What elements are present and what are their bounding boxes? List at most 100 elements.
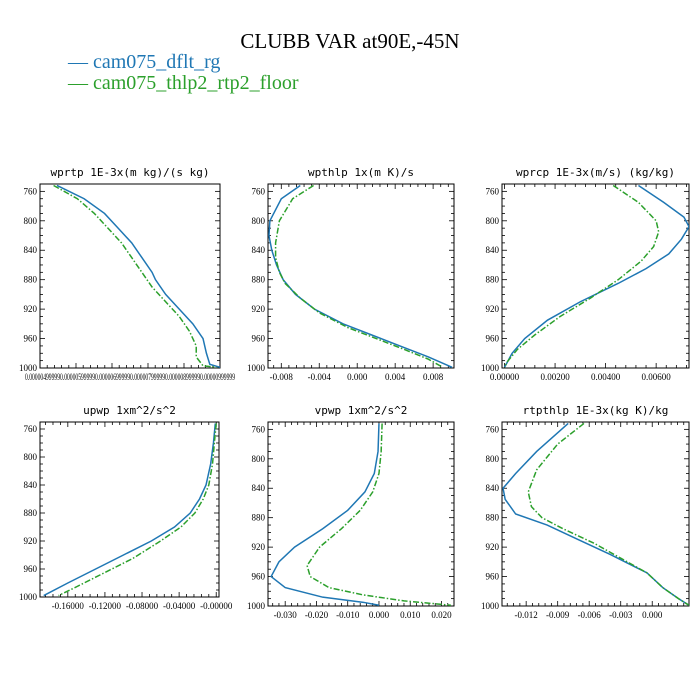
legend-label-1: cam075_dflt_rg: [93, 51, 220, 73]
y-tick-label: 760: [252, 186, 266, 196]
series-line-thlp2-rtp2-floor: [527, 422, 689, 606]
series-line-thlp2-rtp2-floor: [274, 184, 443, 368]
x-tick-label: 0.000: [642, 610, 663, 620]
y-tick-label: 760: [252, 424, 266, 434]
x-tick-label: 0.008: [423, 372, 444, 382]
series-line-thlp2-rtp2-floor: [503, 184, 660, 368]
y-tick-label: 960: [24, 334, 38, 344]
x-tick-label: 0.000: [369, 610, 390, 620]
x-tick-label: 0.004: [385, 372, 406, 382]
y-tick-label: 880: [24, 508, 38, 518]
panel-5: vpwp 1xm^2/s^2 760 800 840 880 920 960 1000 -0.0…: [247, 404, 455, 620]
y-tick-label: 920: [24, 304, 38, 314]
panel-title: wprtp 1E-3x(m kg)/(s kg): [51, 166, 210, 179]
y-tick-label: 880: [486, 513, 500, 523]
y-tick-label: 840: [486, 245, 500, 255]
y-tick-label: 840: [252, 245, 266, 255]
panel-6: rtpthlp 1E-3x(kg K)/kg 760 800 840 880 920 960…: [481, 404, 690, 620]
y-tick-label: 960: [252, 334, 266, 344]
panel-2: wpthlp 1x(m K)/s 760 800 840 880 920 960 1000 -0…: [247, 166, 455, 382]
x-tick-label: -0.012: [515, 610, 538, 620]
panel-title: wprcp 1E-3x(m/s) (kg/kg): [516, 166, 675, 179]
y-tick-label: 800: [486, 216, 500, 226]
x-tick-label: 0.020: [431, 610, 452, 620]
panels: wprtp 1E-3x(m kg)/(s kg) 760 800 840 880 920 9…: [19, 166, 690, 620]
x-tick-label: -0.12000: [89, 601, 122, 611]
panel-title: rtpthlp 1E-3x(kg K)/kg: [523, 404, 669, 417]
panel-title: upwp 1xm^2/s^2: [83, 404, 176, 417]
y-tick-label: 920: [252, 304, 266, 314]
x-tick-label: 0.00200: [540, 372, 570, 382]
x-tick-label: 0.000: [347, 372, 368, 382]
y-tick-label: 880: [252, 513, 266, 523]
plot-frame: [501, 421, 690, 607]
panel-title: wpthlp 1x(m K)/s: [308, 166, 414, 179]
y-tick-label: 1000: [481, 363, 500, 373]
y-tick-label: 840: [486, 483, 500, 493]
y-tick-label: 760: [486, 186, 500, 196]
y-tick-label: 800: [24, 216, 38, 226]
series-line-dflt-rg: [503, 184, 689, 368]
y-tick-label: 920: [252, 542, 266, 552]
y-tick-label: 960: [252, 572, 266, 582]
y-tick-label: 880: [24, 275, 38, 285]
panel-3: wprcp 1E-3x(m/s) (kg/kg) 760 800 840 880 920 9…: [481, 166, 690, 382]
x-tick-label: -0.08000: [126, 601, 159, 611]
x-tick-label: -0.009: [546, 610, 570, 620]
legend-label-2: cam075_thlp2_rtp2_floor: [93, 72, 299, 94]
series-line-thlp2-rtp2-floor: [58, 423, 217, 597]
x-tick-label: 0.00000: [490, 372, 520, 382]
series-line-thlp2-rtp2-floor: [53, 184, 217, 368]
x-tick-label: 0.00600: [642, 372, 672, 382]
y-tick-label: 960: [486, 334, 500, 344]
x-tick-label: 0.000004999990.000005999990.000006999990…: [25, 372, 235, 382]
y-tick-label: 1000: [19, 592, 38, 602]
series-line-dflt-rg: [502, 422, 689, 606]
y-tick-label: 800: [252, 216, 266, 226]
series-line-dflt-rg: [270, 423, 380, 606]
y-tick-label: 920: [24, 536, 38, 546]
x-tick-label: -0.00000: [200, 601, 233, 611]
plot-frame: [501, 183, 690, 369]
panel-4: upwp 1xm^2/s^2 760 800 840 880 920 960 1000 -0.1…: [19, 404, 233, 611]
panel-title: vpwp 1xm^2/s^2: [315, 404, 408, 417]
x-tick-label: -0.010: [336, 610, 360, 620]
panel-1: wprtp 1E-3x(m kg)/(s kg) 760 800 840 880 920 9…: [19, 166, 235, 382]
y-tick-label: 880: [486, 275, 500, 285]
series-line-dflt-rg: [56, 184, 220, 368]
series-line-dflt-rg: [268, 184, 453, 368]
x-tick-label: -0.04000: [163, 601, 196, 611]
y-tick-label: 800: [252, 454, 266, 464]
y-tick-label: 1000: [481, 601, 500, 611]
plot-frame: [267, 421, 455, 607]
x-tick-label: -0.030: [274, 610, 298, 620]
y-tick-label: 1000: [247, 601, 266, 611]
x-tick-label: 0.010: [400, 610, 421, 620]
x-tick-label: -0.004: [308, 372, 332, 382]
figure-title: CLUBB VAR at90E,-45N: [240, 29, 459, 53]
plot-frame: [39, 183, 221, 369]
y-tick-label: 760: [24, 186, 38, 196]
y-tick-label: 840: [24, 480, 38, 490]
y-tick-label: 760: [24, 424, 38, 434]
x-tick-label: -0.006: [578, 610, 602, 620]
y-tick-label: 800: [486, 454, 500, 464]
y-tick-label: 960: [486, 572, 500, 582]
plot-frame: [39, 421, 220, 598]
legend: — cam075_dflt_rg — cam075_thlp2_rtp2_flo…: [67, 51, 299, 94]
plot-frame: [267, 183, 455, 369]
y-tick-label: 760: [486, 424, 500, 434]
y-tick-label: 840: [252, 483, 266, 493]
legend-item-2: — cam075_thlp2_rtp2_floor: [67, 72, 299, 94]
x-tick-label: 0.00400: [591, 372, 621, 382]
x-tick-label: -0.008: [270, 372, 294, 382]
x-tick-label: -0.16000: [52, 601, 85, 611]
y-tick-label: 840: [24, 245, 38, 255]
x-tick-label: -0.003: [609, 610, 633, 620]
y-tick-label: 960: [24, 564, 38, 574]
x-tick-label: -0.020: [305, 610, 329, 620]
legend-item-1: — cam075_dflt_rg: [67, 51, 220, 73]
y-tick-label: 880: [252, 275, 266, 285]
y-tick-label: 920: [486, 304, 500, 314]
